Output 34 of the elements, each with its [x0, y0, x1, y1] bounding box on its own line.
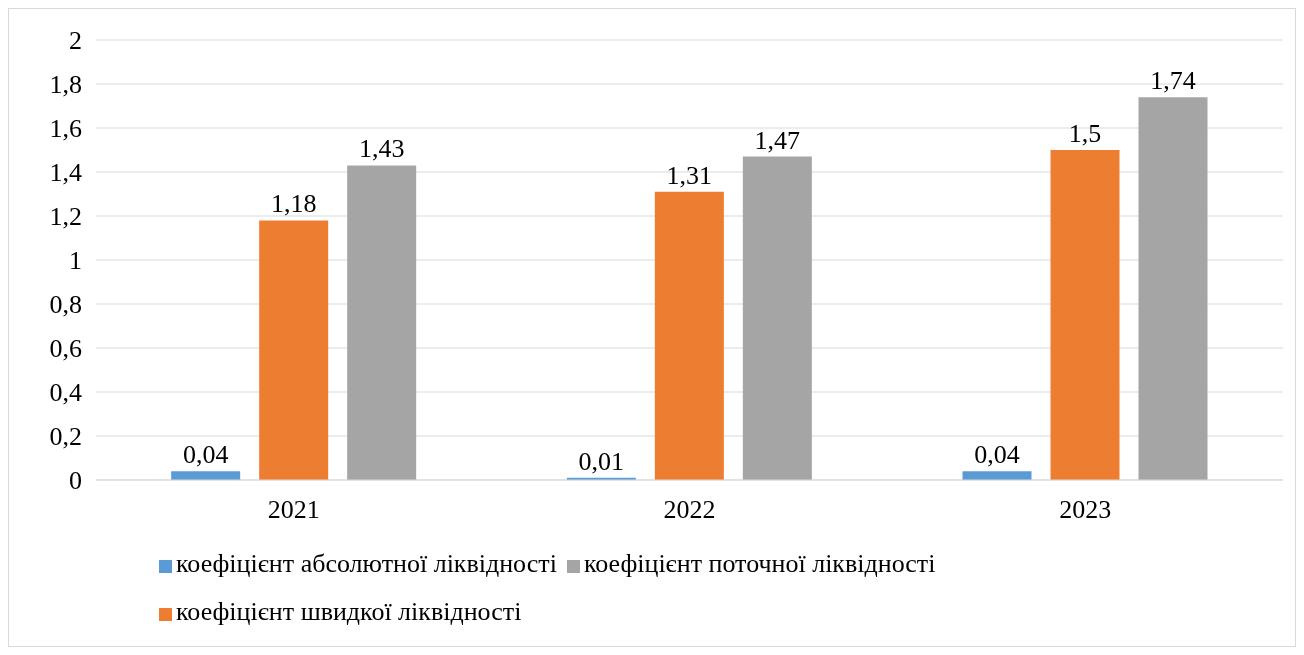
y-tick-label: 0 [69, 466, 82, 496]
y-tick-label: 0,4 [49, 378, 82, 408]
legend-label: коефіцієнт абсолютної ліквідності [176, 549, 557, 578]
y-tick-label: 1,8 [49, 70, 82, 100]
y-tick-label: 0,6 [49, 334, 82, 364]
x-tick-label: 2021 [267, 495, 320, 525]
data-label: 1,43 [358, 134, 405, 164]
x-tick-label: 2022 [663, 495, 716, 525]
data-label: 1,31 [666, 160, 713, 190]
data-label: 1,74 [1150, 66, 1196, 96]
bar [742, 156, 812, 480]
y-tick-label: 1 [69, 246, 82, 276]
bar [654, 191, 724, 480]
bar [1050, 150, 1120, 480]
y-tick-label: 1,6 [49, 114, 82, 144]
bar [962, 471, 1032, 480]
bar [259, 220, 329, 480]
legend-label: коефіцієнт поточної ліквідності [583, 549, 936, 578]
data-label: 0,04 [182, 440, 229, 470]
y-tick-label: 1,2 [49, 202, 82, 232]
y-tick-label: 1,4 [49, 158, 82, 188]
y-tick-label: 2 [69, 26, 82, 56]
data-label: 0,04 [974, 440, 1020, 470]
data-label: 1,47 [754, 125, 801, 155]
data-label: 1,18 [270, 189, 317, 219]
data-label: 1,5 [1068, 119, 1102, 148]
bar [347, 165, 417, 480]
data-label: 0,01 [578, 446, 625, 476]
y-tick-label: 0,2 [49, 422, 82, 452]
bar [171, 471, 241, 480]
y-tick-label: 0,8 [49, 290, 82, 320]
legend-label: коефіцієнт швидкої ліквідності [176, 597, 522, 626]
bar [1138, 97, 1208, 480]
x-tick-label: 2023 [1059, 495, 1112, 525]
